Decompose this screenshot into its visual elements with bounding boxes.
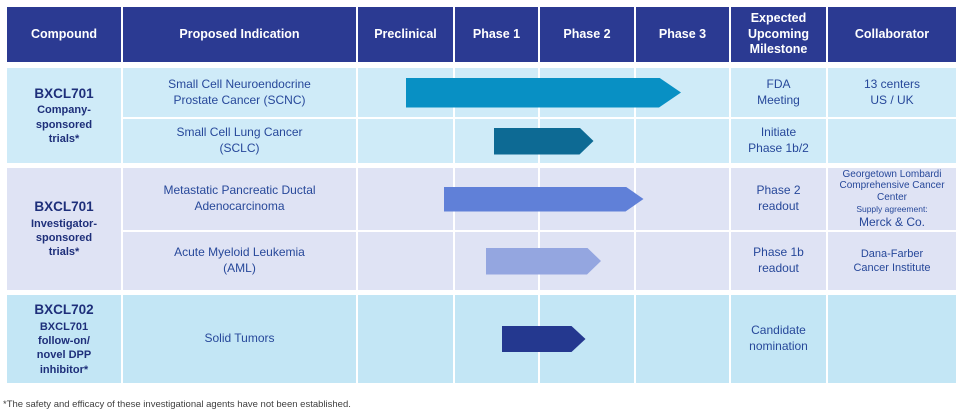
indication-pancreatic: Metastatic Pancreatic Ductal Adenocarcin… xyxy=(123,168,356,230)
indication-scnc: Small Cell Neuroendocrine Prostate Cance… xyxy=(123,68,356,117)
collaborator-agreement-label: Supply agreement: xyxy=(856,204,928,215)
progress-arrow-scnc xyxy=(406,78,681,108)
milestone-pancreatic: Phase 2 readout xyxy=(731,168,826,230)
indication-aml: Acute Myeloid Leukemia (AML) xyxy=(123,232,356,290)
header-collaborator: Collaborator xyxy=(828,7,956,62)
progress-arrow-aml xyxy=(486,248,601,275)
header-phase-1: Phase 1 xyxy=(455,7,538,62)
compound-subtitle: Company- sponsored trials* xyxy=(35,104,93,145)
compound-cell-bxcl701-company: BXCL701 Company- sponsored trials* xyxy=(7,68,121,163)
pipeline-table: Compound Proposed Indication Preclinical… xyxy=(7,7,956,388)
header-proposed-indication: Proposed Indication xyxy=(123,7,356,62)
header-phase-2: Phase 2 xyxy=(540,7,634,62)
collaborator-scnc: 13 centers US / UK xyxy=(828,68,956,117)
indication-sclc: Small Cell Lung Cancer (SCLC) xyxy=(123,119,356,163)
group-bxcl702: BXCL702 BXCL701 follow-on/ novel DPP inh… xyxy=(7,295,956,383)
milestone-sclc: Initiate Phase 1b/2 xyxy=(731,119,826,163)
timeline-row-scnc xyxy=(358,68,729,117)
compound-title: BXCL701 xyxy=(34,199,94,215)
indication-solid-tumors: Solid Tumors xyxy=(123,295,356,383)
header-expected-upcoming-milestone: Expected Upcoming Milestone xyxy=(731,7,826,62)
collaborator-sclc xyxy=(828,119,956,163)
collaborator-pancreatic: Georgetown Lombardi Comprehensive Cancer… xyxy=(828,168,956,230)
column-gridline xyxy=(453,232,455,290)
milestone-aml: Phase 1b readout xyxy=(731,232,826,290)
compound-subtitle: BXCL701 follow-on/ novel DPP inhibitor* xyxy=(36,320,92,376)
group-bxcl701-company: BXCL701 Company- sponsored trials* Small… xyxy=(7,68,956,163)
timeline-row-sclc xyxy=(358,119,729,163)
collaborator-aml: Dana-Farber Cancer Institute xyxy=(828,232,956,290)
compound-cell-bxcl702: BXCL702 BXCL701 follow-on/ novel DPP inh… xyxy=(7,295,121,383)
collaborator-solid-tumors xyxy=(828,295,956,383)
header-preclinical: Preclinical xyxy=(358,7,453,62)
collaborator-partner: Merck & Co. xyxy=(858,214,925,229)
compound-title: BXCL702 xyxy=(34,302,94,318)
milestone-solid-tumors: Candidate nomination xyxy=(731,295,826,383)
column-gridline xyxy=(634,295,636,383)
compound-cell-bxcl701-investigator: BXCL701 Investigator- sponsored trials* xyxy=(7,168,121,290)
collaborator-name: Georgetown Lombardi Comprehensive Cancer… xyxy=(839,168,945,203)
compound-title: BXCL701 xyxy=(34,85,94,101)
progress-arrow-pancreatic xyxy=(444,187,644,212)
compound-subtitle: Investigator- sponsored trials* xyxy=(30,217,97,259)
timeline-row-solid-tumors xyxy=(358,295,729,383)
timeline-row-aml xyxy=(358,232,729,290)
timeline-row-pancreatic xyxy=(358,168,729,230)
header-compound: Compound xyxy=(7,7,121,62)
header-phase-3: Phase 3 xyxy=(636,7,729,62)
safety-footnote: *The safety and efficacy of these invest… xyxy=(3,399,351,410)
group-bxcl701-investigator: BXCL701 Investigator- sponsored trials* … xyxy=(7,168,956,290)
table-header-row: Compound Proposed Indication Preclinical… xyxy=(7,7,956,62)
progress-arrow-solid-tumors xyxy=(502,326,586,352)
column-gridline xyxy=(634,119,636,163)
column-gridline xyxy=(453,295,455,383)
milestone-scnc: FDA Meeting xyxy=(731,68,826,117)
column-gridline xyxy=(453,119,455,163)
column-gridline xyxy=(634,232,636,290)
progress-arrow-sclc xyxy=(494,128,594,155)
